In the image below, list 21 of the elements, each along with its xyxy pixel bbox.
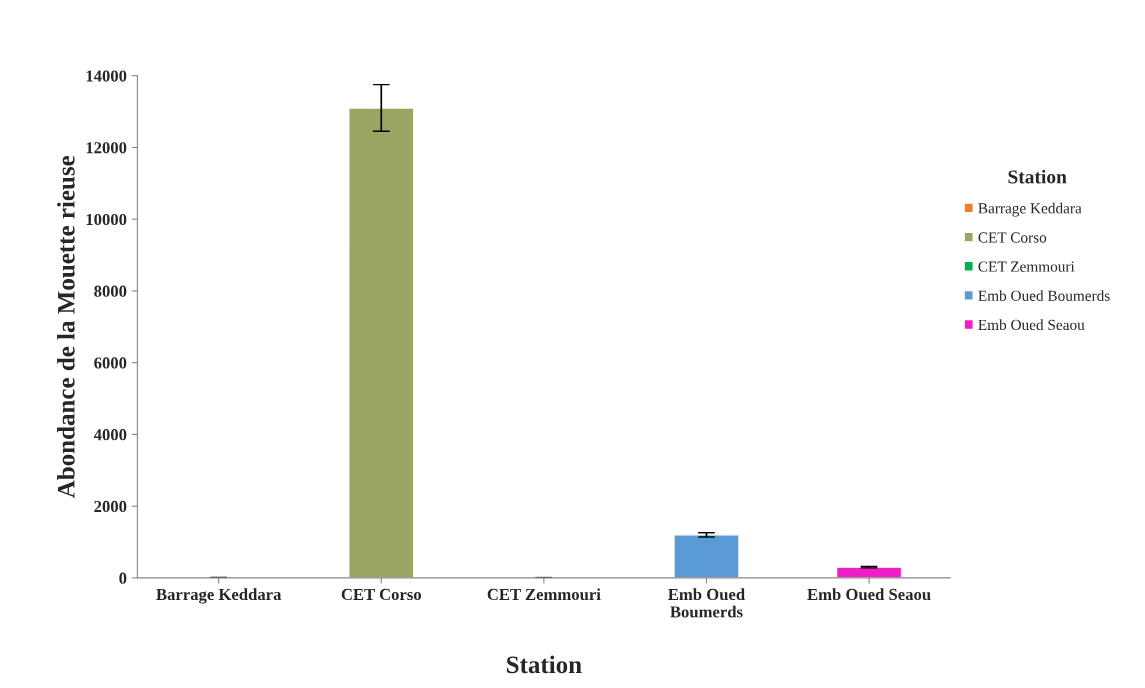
x-tick-label: Emb Oued Seaou xyxy=(807,588,931,601)
y-tick-label: 6000 xyxy=(94,357,127,369)
x-tick-label: CET Corso xyxy=(341,588,422,601)
x-tick-label: Barrage Keddara xyxy=(156,588,282,604)
legend-label: CET Zemmouri xyxy=(978,261,1075,272)
y-tick-label: 2000 xyxy=(94,500,127,513)
y-tick-label: 12000 xyxy=(86,142,127,154)
x-axis-title: Station xyxy=(507,655,582,674)
legend-title: Station xyxy=(1008,169,1067,184)
legend-label: Emb Oued Seaou xyxy=(978,319,1085,331)
y-axis-title: Abondance de la Mouette rieuse xyxy=(57,155,75,499)
y-tick-label: 14000 xyxy=(86,70,127,82)
y-tick-label: 8000 xyxy=(94,285,127,297)
legend-label: Emb Oued Boumerds xyxy=(978,290,1110,301)
y-tick-label: 4000 xyxy=(93,429,127,441)
x-tick-label: Emb Oued Boumerds xyxy=(668,588,745,618)
x-tick-label: CET Zemmouri xyxy=(487,588,601,601)
legend-label: Barrage Keddara xyxy=(978,202,1082,217)
y-tick-label: 0 xyxy=(119,572,127,584)
y-tick-label: 10000 xyxy=(86,213,127,226)
legend-label: CET Corso xyxy=(978,232,1047,243)
